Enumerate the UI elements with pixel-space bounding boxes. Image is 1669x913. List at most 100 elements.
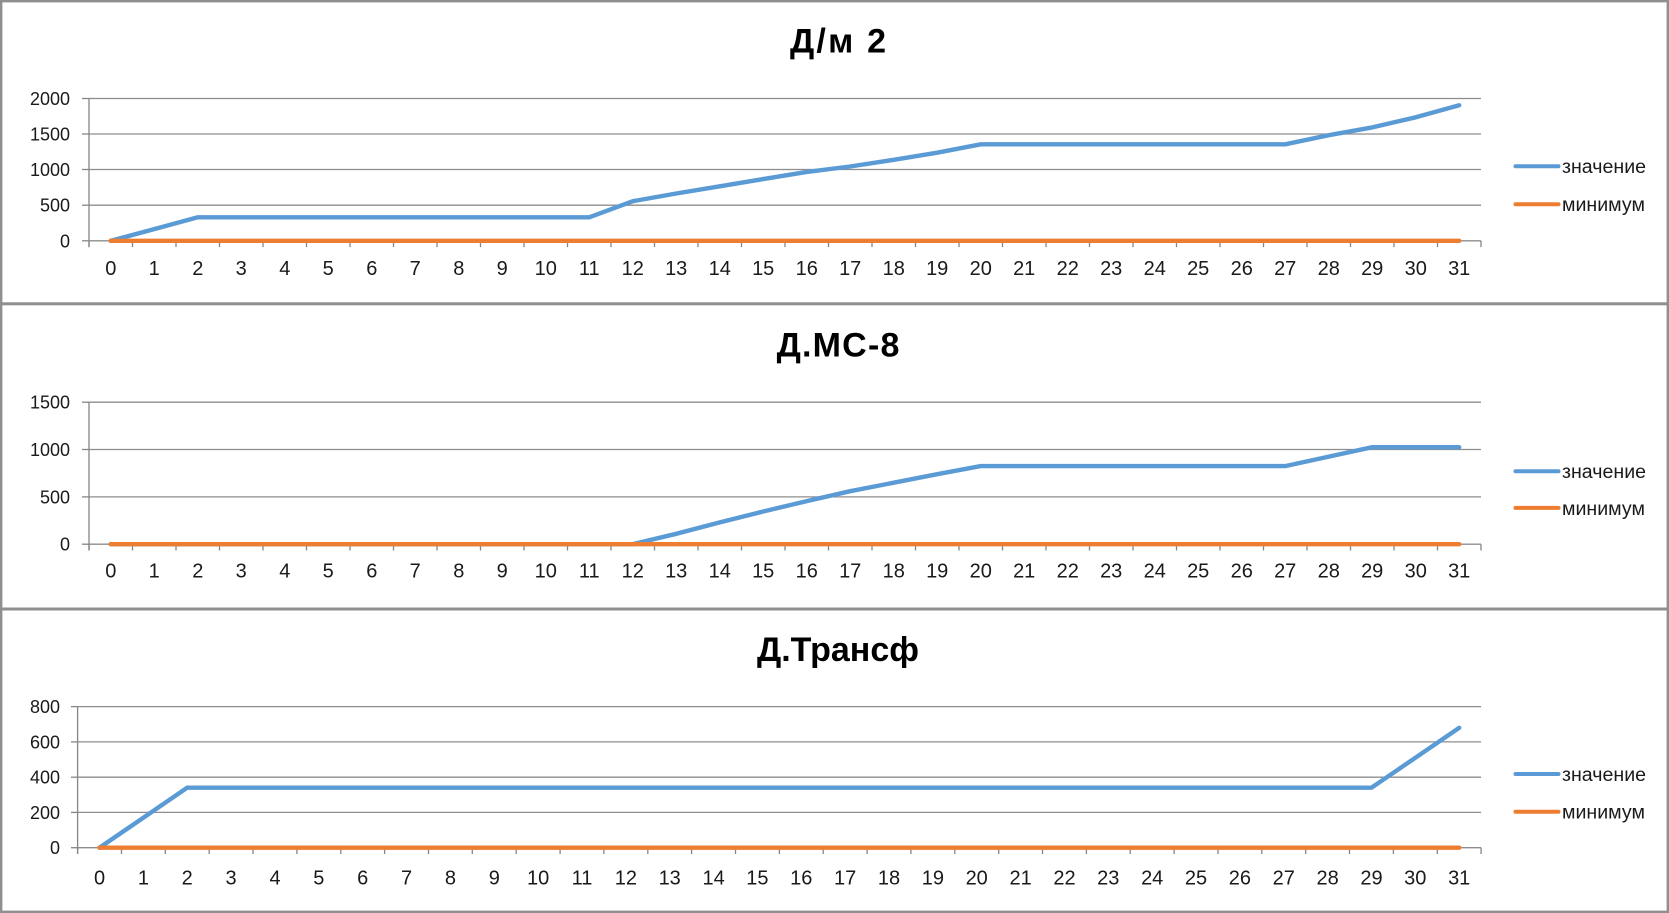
svg-text:6: 6 [366,561,377,583]
svg-text:29: 29 [1360,868,1382,890]
svg-text:0: 0 [105,561,116,583]
svg-text:600: 600 [30,732,60,752]
svg-text:26: 26 [1231,258,1253,280]
svg-text:16: 16 [796,561,818,583]
svg-text:30: 30 [1405,258,1427,280]
svg-text:0: 0 [105,258,116,280]
svg-text:12: 12 [622,561,644,583]
svg-text:1500: 1500 [30,125,70,145]
svg-text:26: 26 [1231,561,1253,583]
svg-text:29: 29 [1361,561,1383,583]
svg-text:14: 14 [709,561,731,583]
svg-text:15: 15 [752,561,774,583]
svg-text:12: 12 [615,868,637,890]
svg-text:6: 6 [357,868,368,890]
svg-text:10: 10 [527,868,549,890]
svg-text:Д.МС-8: Д.МС-8 [777,327,901,365]
svg-text:25: 25 [1187,561,1209,583]
svg-text:7: 7 [410,258,421,280]
svg-text:1: 1 [149,258,160,280]
svg-text:3: 3 [236,258,247,280]
svg-text:13: 13 [665,561,687,583]
svg-text:2: 2 [192,561,203,583]
svg-text:21: 21 [1009,868,1031,890]
svg-text:11: 11 [572,868,593,890]
svg-text:9: 9 [489,868,500,890]
svg-text:5: 5 [323,561,334,583]
svg-text:20: 20 [970,561,992,583]
svg-text:27: 27 [1273,868,1295,890]
svg-text:500: 500 [40,487,70,507]
svg-text:значение: значение [1562,764,1646,786]
svg-text:13: 13 [659,868,681,890]
svg-text:22: 22 [1057,258,1079,280]
svg-text:20: 20 [966,868,988,890]
svg-text:21: 21 [1013,561,1035,583]
svg-text:18: 18 [878,868,900,890]
svg-text:7: 7 [410,561,421,583]
svg-text:4: 4 [279,258,290,280]
svg-text:17: 17 [834,868,856,890]
svg-text:11: 11 [579,561,600,583]
svg-text:5: 5 [323,258,334,280]
svg-text:17: 17 [839,561,861,583]
svg-text:18: 18 [883,561,905,583]
svg-text:500: 500 [40,196,70,216]
svg-text:8: 8 [453,561,464,583]
svg-text:0: 0 [60,231,70,251]
svg-text:8: 8 [445,868,456,890]
svg-text:19: 19 [922,868,944,890]
svg-text:30: 30 [1405,561,1427,583]
svg-text:31: 31 [1448,561,1470,583]
svg-text:0: 0 [50,838,60,858]
svg-text:28: 28 [1318,258,1340,280]
svg-text:16: 16 [796,258,818,280]
svg-text:10: 10 [535,258,557,280]
svg-text:минимум: минимум [1562,802,1645,824]
svg-text:4: 4 [269,868,280,890]
svg-text:17: 17 [839,258,861,280]
svg-text:15: 15 [746,868,768,890]
svg-text:19: 19 [926,561,948,583]
svg-text:14: 14 [709,258,731,280]
svg-text:значение: значение [1562,156,1646,178]
svg-text:9: 9 [497,561,508,583]
svg-text:1000: 1000 [30,440,70,460]
svg-text:22: 22 [1057,561,1079,583]
svg-text:31: 31 [1448,868,1470,890]
svg-text:13: 13 [665,258,687,280]
svg-text:20: 20 [970,258,992,280]
svg-text:9: 9 [497,258,508,280]
svg-text:30: 30 [1404,868,1426,890]
svg-text:27: 27 [1274,561,1296,583]
svg-text:минимум: минимум [1562,498,1645,520]
svg-text:23: 23 [1100,258,1122,280]
svg-text:22: 22 [1053,868,1075,890]
svg-text:19: 19 [926,258,948,280]
svg-text:2: 2 [192,258,203,280]
svg-text:4: 4 [279,561,290,583]
svg-text:23: 23 [1097,868,1119,890]
svg-text:23: 23 [1100,561,1122,583]
svg-text:800: 800 [30,697,60,717]
svg-text:1: 1 [149,561,160,583]
svg-text:18: 18 [883,258,905,280]
svg-text:14: 14 [702,868,724,890]
svg-text:15: 15 [752,258,774,280]
svg-text:28: 28 [1318,561,1340,583]
svg-text:24: 24 [1144,561,1166,583]
svg-text:400: 400 [30,768,60,788]
svg-text:24: 24 [1141,868,1163,890]
svg-text:5: 5 [313,868,324,890]
svg-text:10: 10 [535,561,557,583]
svg-text:1000: 1000 [30,160,70,180]
svg-text:12: 12 [622,258,644,280]
svg-text:24: 24 [1144,258,1166,280]
svg-text:значение: значение [1562,461,1646,483]
svg-text:28: 28 [1316,868,1338,890]
svg-text:8: 8 [453,258,464,280]
svg-text:26: 26 [1229,868,1251,890]
svg-text:1500: 1500 [30,393,70,413]
svg-text:3: 3 [236,561,247,583]
svg-text:11: 11 [579,258,600,280]
